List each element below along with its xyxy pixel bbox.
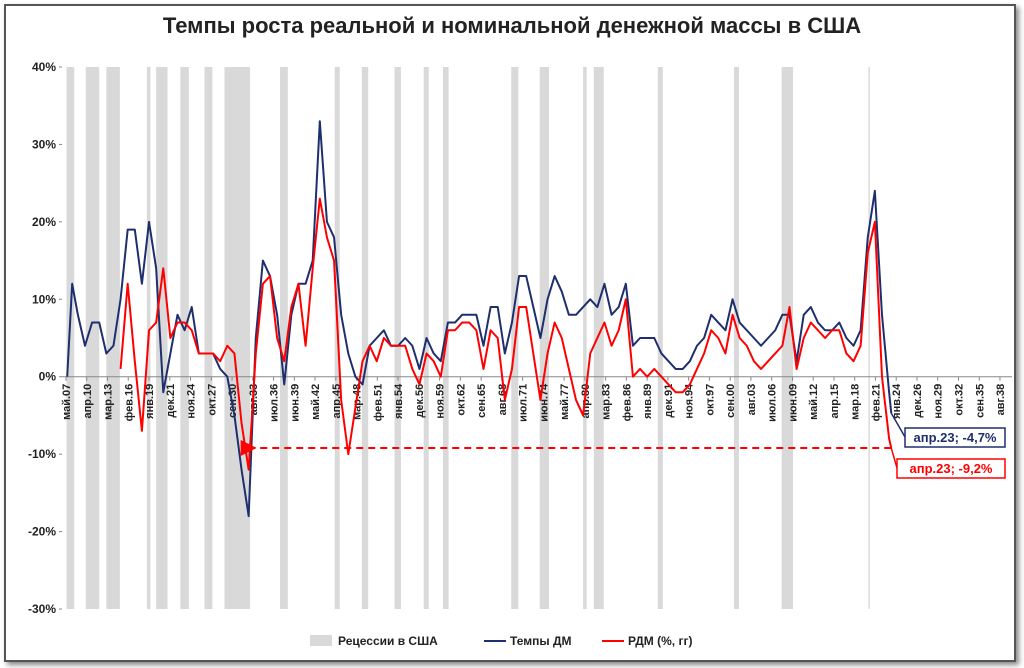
y-tick-label: 20%: [32, 215, 56, 229]
x-tick-label: янв.54: [393, 383, 405, 419]
y-tick-label: 30%: [32, 137, 56, 151]
recession-band: [85, 67, 100, 609]
recession-band: [204, 67, 213, 609]
x-tick-label: дек.21: [165, 384, 177, 418]
recession-band: [539, 67, 549, 609]
x-tick-label: май.42: [310, 384, 322, 420]
y-tick-label: 0%: [39, 370, 57, 384]
annotation-leader: [890, 447, 898, 469]
x-tick-label: авг.38: [995, 384, 1007, 416]
x-tick-label: фев.86: [621, 384, 633, 422]
recession-band: [657, 67, 663, 609]
legend-label: РДМ (%, гг): [628, 634, 692, 648]
recession-band: [361, 67, 369, 609]
x-tick-label: мар.18: [850, 384, 862, 420]
x-tick-label: дек.91: [663, 384, 675, 418]
x-tick-label: ноя.24: [186, 383, 198, 419]
x-tick-label: апр.15: [829, 384, 841, 419]
annotation-box: [896, 458, 1006, 479]
x-tick-label: янв.19: [144, 384, 156, 419]
recession-band: [279, 67, 288, 609]
x-tick-label: ноя.29: [933, 384, 945, 419]
series-line: [66, 120, 893, 518]
recession-band: [781, 67, 794, 609]
x-tick-label: июл.06: [767, 384, 779, 422]
x-tick-label: янв.24: [891, 383, 903, 419]
recession-band: [180, 67, 189, 609]
annotation-box: [904, 427, 1006, 448]
annotation-text: апр.23; -9,2%: [910, 461, 993, 476]
y-tick-label: -10%: [28, 447, 56, 461]
x-tick-label: фев.51: [372, 384, 384, 422]
y-tick-label: 40%: [32, 60, 56, 74]
x-tick-label: фев.21: [870, 384, 882, 422]
x-tick-label: окт.62: [455, 384, 467, 416]
x-tick-label: май.07: [61, 384, 73, 420]
legend-swatch: [310, 635, 332, 646]
recession-band: [156, 67, 168, 609]
x-tick-label: дек.56: [414, 384, 426, 418]
x-tick-label: июн.09: [787, 384, 799, 422]
annotation-leader: [890, 412, 906, 438]
x-tick-label: ноя.59: [435, 384, 447, 419]
x-tick-label: окт.97: [704, 384, 716, 416]
x-tick-label: сен.00: [725, 384, 737, 418]
recession-band: [733, 67, 739, 609]
x-tick-label: июн.74: [538, 383, 550, 422]
x-tick-label: июл.36: [269, 384, 281, 422]
x-tick-label: окт.27: [206, 384, 218, 416]
x-tick-label: янв.89: [642, 384, 654, 419]
recession-band: [593, 67, 604, 609]
recession-band: [106, 67, 120, 609]
y-tick-label: 10%: [32, 292, 56, 306]
x-tick-label: ноя.94: [684, 383, 696, 419]
chart-title: Темпы роста реальной и номинальной денеж…: [163, 13, 861, 38]
x-tick-label: сен.65: [476, 384, 488, 418]
x-tick-label: мар.83: [601, 384, 613, 420]
legend-label: Рецессии в США: [338, 634, 438, 648]
x-tick-label: май.77: [559, 384, 571, 420]
y-tick-label: -20%: [28, 525, 56, 539]
x-tick-label: июн.39: [289, 384, 301, 422]
recession-band: [224, 67, 251, 609]
annotation-text: апр.23; -4,7%: [914, 430, 997, 445]
x-tick-label: июл.71: [518, 384, 530, 422]
legend: Рецессии в США Темпы ДМ РДМ (%, гг): [310, 634, 692, 648]
x-tick-label: окт.32: [953, 384, 965, 416]
recession-band: [66, 67, 75, 609]
x-tick-label: мар.13: [103, 384, 115, 420]
x-tick-label: сен.35: [974, 384, 986, 418]
x-tick-label: май.12: [808, 384, 820, 420]
x-tick-label: дек.26: [912, 384, 924, 418]
legend-label: Темпы ДМ: [510, 634, 572, 648]
recession-band: [583, 67, 587, 609]
recession-band: [868, 67, 870, 609]
x-tick-label: авг.03: [746, 384, 758, 416]
recession-band: [394, 67, 401, 609]
x-tick-label: фев.16: [123, 384, 135, 422]
x-tick-label: апр.10: [82, 384, 94, 419]
y-tick-label: -30%: [28, 602, 56, 616]
